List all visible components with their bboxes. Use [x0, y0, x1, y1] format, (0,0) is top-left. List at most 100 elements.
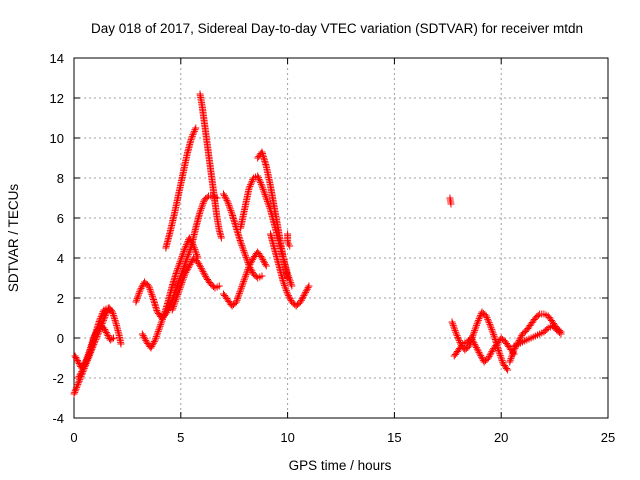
data-point-fill — [72, 354, 80, 361]
data-point-fill — [191, 247, 199, 255]
data-point — [254, 172, 262, 180]
data-point-fill — [72, 385, 80, 393]
data-point-fill — [239, 245, 247, 253]
data-point-fill — [255, 175, 263, 183]
data-point — [504, 366, 512, 374]
data-point-fill — [475, 348, 483, 356]
data-point-fill — [257, 180, 265, 188]
data-point-fill — [243, 267, 251, 275]
data-point-fill — [543, 325, 551, 333]
data-point-fill — [81, 361, 89, 369]
data-point-fill — [222, 195, 230, 203]
series-arc-l — [254, 148, 292, 282]
data-point — [262, 194, 270, 202]
data-point-fill — [186, 260, 194, 268]
data-point-fill — [227, 208, 235, 216]
data-point-fill — [191, 245, 199, 253]
data-point-fill — [234, 293, 242, 301]
chart-title: Day 018 of 2017, Sidereal Day-to-day VTE… — [91, 21, 583, 36]
data-point — [506, 358, 514, 366]
data-point-fill — [155, 326, 163, 334]
data-point-fill — [102, 329, 110, 336]
data-point — [224, 198, 232, 206]
data-point-fill — [170, 301, 178, 309]
data-point — [181, 270, 189, 278]
data-point-fill — [157, 319, 165, 327]
data-point-fill — [111, 315, 119, 323]
data-point-fill — [200, 269, 208, 277]
data-point — [262, 262, 270, 270]
data-point-fill — [86, 347, 94, 355]
data-point-fill — [147, 287, 155, 295]
data-point-fill — [77, 369, 85, 377]
data-point — [108, 308, 116, 316]
data-point-fill — [196, 263, 204, 271]
data-point-fill — [509, 348, 517, 356]
data-point — [448, 318, 456, 326]
data-point-fill — [148, 292, 156, 300]
data-point-fill — [473, 320, 481, 328]
data-point — [173, 294, 181, 302]
data-point-fill — [490, 331, 498, 339]
data-point-fill — [247, 259, 255, 267]
data-point-fill — [149, 341, 157, 349]
data-point-fill — [237, 240, 245, 248]
data-point — [305, 282, 313, 290]
data-point-fill — [190, 127, 198, 135]
data-point-fill — [508, 351, 516, 359]
data-point-fill — [196, 261, 204, 269]
data-point-fill — [154, 329, 162, 337]
data-point-fill — [176, 258, 184, 266]
data-point-fill — [451, 325, 459, 333]
data-point-fill — [263, 196, 271, 204]
data-point-fill — [239, 279, 247, 287]
data-point-fill — [74, 380, 82, 388]
data-point-fill — [450, 323, 458, 331]
data-point-fill — [101, 326, 109, 333]
data-point — [472, 342, 480, 350]
data-point — [452, 330, 460, 338]
data-point-fill — [449, 320, 457, 328]
series-arc-m — [267, 230, 313, 310]
data-point — [447, 200, 455, 208]
data-point-fill — [184, 265, 192, 273]
data-point — [185, 262, 193, 270]
data-point-fill — [468, 336, 476, 344]
data-point-fill — [171, 297, 179, 305]
data-point-fill — [280, 280, 288, 288]
data-point-fill — [260, 257, 268, 265]
data-point-fill — [199, 268, 207, 276]
data-point-fill — [177, 280, 185, 288]
data-point-fill — [285, 293, 293, 301]
data-point-fill — [197, 264, 205, 272]
y-tick-label: 10 — [50, 131, 64, 146]
data-point-fill — [152, 334, 160, 342]
data-point-fill — [195, 260, 203, 268]
data-point — [132, 298, 140, 306]
data-point-fill — [171, 299, 179, 307]
data-point-fill — [471, 327, 479, 335]
data-point — [237, 286, 245, 294]
data-point-fill — [260, 189, 268, 197]
data-point-fill — [243, 255, 251, 263]
data-point-fill — [469, 337, 477, 345]
data-point — [241, 250, 249, 258]
data-point — [241, 274, 249, 282]
data-point-fill — [302, 288, 310, 296]
data-point-fill — [102, 327, 110, 335]
series-arc-j — [220, 248, 270, 310]
axis-ticks: -4 -2 0 2 4 6 8 10 12 14 0 5 10 15 20 25 — [50, 51, 616, 445]
data-point-fill — [485, 319, 493, 327]
data-point-fill — [235, 291, 243, 299]
data-point-fill — [190, 244, 198, 252]
data-point — [177, 256, 185, 264]
data-point-fill — [188, 239, 196, 247]
data-point-fill — [73, 384, 81, 392]
data-point-fill — [241, 252, 249, 260]
data-point — [487, 322, 495, 330]
data-point-fill — [456, 338, 464, 346]
data-point-fill — [242, 271, 250, 279]
grid-lines — [74, 58, 608, 418]
data-point-fill — [449, 321, 457, 329]
